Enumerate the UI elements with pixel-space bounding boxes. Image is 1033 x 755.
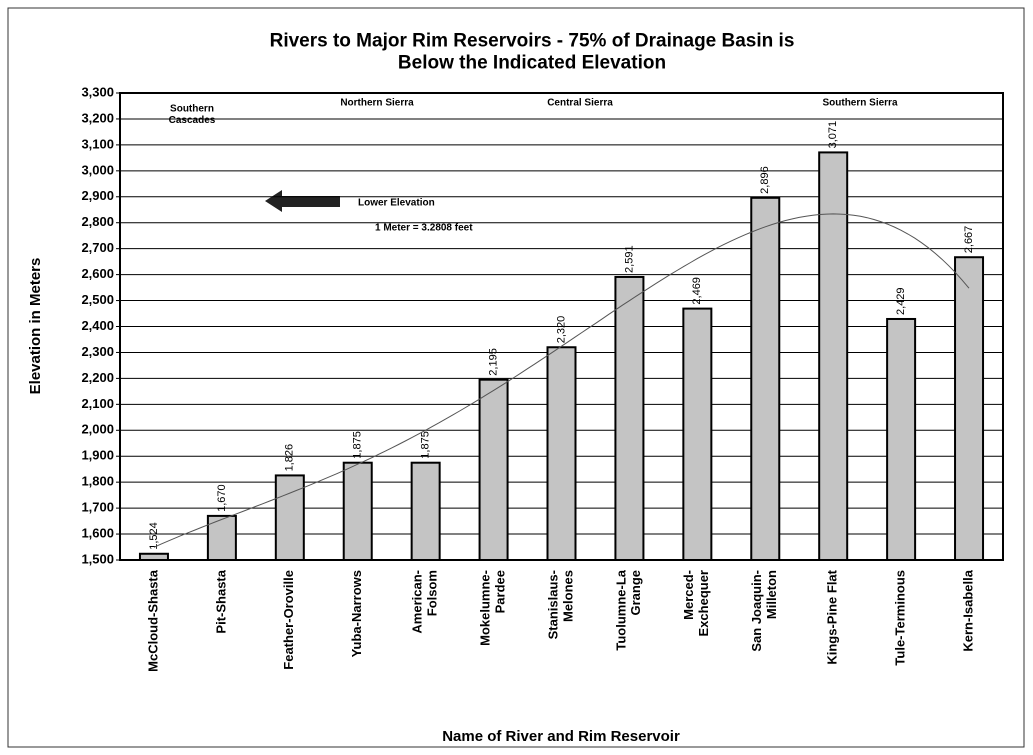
y-tick-label: 2,900 — [81, 188, 114, 203]
y-tick-label: 2,300 — [81, 344, 114, 359]
annotation: Northern Sierra — [340, 98, 414, 109]
bar — [682, 307, 713, 561]
annotation: 1 Meter = 3.2808 feet — [375, 223, 473, 234]
y-tick-label: 1,600 — [81, 525, 114, 540]
trendline — [153, 213, 970, 548]
value-label: 1,524 — [148, 522, 160, 550]
bar — [886, 317, 917, 561]
y-tick-label: 2,800 — [81, 214, 114, 229]
value-label: 1,670 — [216, 484, 228, 512]
value-label: 2,469 — [691, 277, 703, 305]
annotation: Central Sierra — [547, 98, 613, 109]
value-label: 1,875 — [352, 431, 364, 459]
y-tick-label: 3,000 — [81, 162, 114, 177]
chart-title: Rivers to Major Rim Reservoirs - 75% of … — [270, 31, 795, 74]
bar — [818, 151, 849, 561]
x-tick-label: San Joaquin-Milleton — [750, 570, 780, 652]
value-label: 2,320 — [555, 316, 567, 344]
value-label: 2,429 — [895, 287, 907, 315]
y-tick-label: 2,700 — [81, 240, 114, 255]
x-tick-label: Tuolumne-LaGrange — [614, 569, 644, 650]
value-label: 1,826 — [284, 444, 296, 472]
x-tick-label: American-Folsom — [410, 570, 440, 634]
y-tick-label: 1,500 — [81, 551, 114, 566]
bar — [750, 196, 781, 561]
x-tick-label: Stanislaus-Melones — [546, 570, 576, 639]
x-tick-label: McCloud-Shasta — [145, 569, 160, 672]
bar — [138, 552, 169, 561]
value-label: 2,667 — [963, 226, 975, 254]
x-tick-label: Kings-Pine Flat — [825, 569, 840, 664]
y-tick-label: 2,500 — [81, 292, 114, 307]
y-tick-label: 2,600 — [81, 266, 114, 281]
bar — [206, 514, 237, 562]
y-tick-label: 3,300 — [81, 84, 114, 99]
y-tick-label: 1,900 — [81, 448, 114, 463]
bar — [274, 474, 305, 561]
y-tick-label: 2,400 — [81, 318, 114, 333]
value-label: 1,875 — [420, 431, 432, 459]
x-tick-label: Merced-Exchequer — [682, 570, 712, 636]
y-tick-label: 3,200 — [81, 110, 114, 125]
y-tick-label: 2,200 — [81, 370, 114, 385]
y-tick-label: 3,100 — [81, 136, 114, 151]
x-tick-label: Mokelumne-Pardee — [478, 570, 508, 646]
x-tick-label: Tule-Terminous — [893, 570, 908, 666]
bar — [410, 461, 441, 562]
y-axis-label: Elevation in Meters — [27, 258, 44, 395]
annotation: Southern Sierra — [822, 98, 897, 109]
x-tick-label: Feather-Oroville — [281, 570, 296, 670]
bar — [954, 256, 985, 561]
value-label: 2,195 — [487, 348, 499, 376]
y-tick-label: 2,000 — [81, 422, 114, 437]
value-label: 3,071 — [827, 121, 839, 149]
bar — [546, 346, 577, 561]
bar — [614, 275, 645, 561]
annotation: Lower Elevation — [358, 198, 435, 209]
x-tick-label: Kern-Isabella — [960, 569, 975, 651]
value-label: 2,591 — [623, 245, 635, 273]
y-tick-label: 1,700 — [81, 500, 114, 515]
x-tick-label: Yuba-Narrows — [349, 570, 364, 657]
x-axis-label: Name of River and Rim Reservoir — [442, 728, 680, 745]
value-label: 2,896 — [759, 166, 771, 194]
chart-frame — [7, 7, 1025, 748]
bar — [342, 461, 373, 562]
annotation: Southern Cascades — [169, 103, 216, 126]
bar — [478, 378, 509, 561]
x-tick-label: Pit-Shasta — [213, 569, 228, 633]
y-tick-label: 2,100 — [81, 396, 114, 411]
y-tick-label: 1,800 — [81, 474, 114, 489]
arrow — [265, 190, 340, 212]
